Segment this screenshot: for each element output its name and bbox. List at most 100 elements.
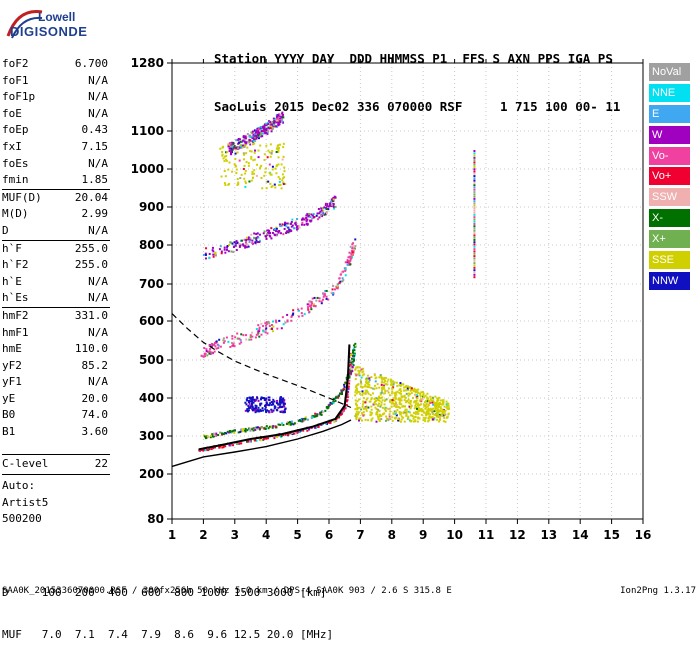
- sse-cloud-0: [354, 366, 450, 423]
- echo-point: [350, 249, 353, 252]
- param-name: h`F2: [2, 258, 29, 272]
- echo-point: [231, 430, 234, 433]
- echo-point: [416, 397, 419, 400]
- echo-point: [234, 336, 237, 339]
- echo-point: [249, 238, 252, 241]
- legend-item-vo: Vo+: [649, 167, 690, 186]
- echo-point: [332, 205, 335, 208]
- echo-point: [379, 393, 382, 396]
- echo-point: [231, 335, 234, 338]
- echo-point: [286, 222, 289, 225]
- echo-point: [422, 394, 425, 397]
- echo-point: [355, 384, 358, 387]
- echo-point: [200, 449, 203, 452]
- echo-point: [400, 418, 403, 421]
- echo-point: [373, 384, 376, 387]
- echo-point: [275, 227, 278, 230]
- echo-point: [273, 123, 276, 126]
- echo-point: [327, 208, 330, 211]
- echo-point: [249, 406, 252, 409]
- echo-point: [293, 422, 296, 425]
- echo-point: [473, 220, 476, 223]
- echo-point: [332, 207, 335, 210]
- echo-point: [365, 379, 368, 382]
- echo-point: [212, 434, 215, 437]
- echo-point: [425, 406, 428, 409]
- echo-point: [306, 306, 309, 309]
- echo-point: [336, 285, 339, 288]
- echo-point: [386, 380, 389, 383]
- echo-point: [271, 168, 274, 171]
- echo-point: [260, 130, 263, 133]
- echo-point: [246, 408, 249, 411]
- echo-point: [266, 229, 269, 232]
- echo-point: [442, 409, 445, 412]
- echo-point: [281, 179, 284, 182]
- echo-point: [325, 206, 328, 209]
- echo-point: [245, 141, 248, 144]
- echo-point: [262, 325, 265, 328]
- echo-point: [409, 389, 412, 392]
- echo-point: [256, 330, 259, 333]
- echo-point: [279, 121, 282, 124]
- echo-point: [359, 379, 362, 382]
- echo-point: [375, 399, 378, 402]
- echo-point: [426, 405, 429, 408]
- echo-point: [438, 401, 441, 404]
- ionogram-plot: 1 2 3 4 5 6 7 8 9 10 11 12 13 14 15 1680200300400500600…: [131, 56, 652, 542]
- echo-point: [264, 328, 267, 331]
- echo-point: [380, 375, 383, 378]
- echo-point: [289, 432, 292, 435]
- echo-point: [252, 159, 255, 162]
- echo-point: [310, 308, 313, 311]
- echo-point: [384, 389, 387, 392]
- echo-point: [223, 160, 226, 163]
- echo-point: [288, 228, 291, 231]
- echo-point: [270, 403, 273, 406]
- echo-point: [253, 409, 256, 412]
- echo-point: [335, 418, 338, 421]
- echo-point: [429, 401, 432, 404]
- echo-point: [403, 389, 406, 392]
- y-tick-label: 400: [139, 391, 164, 405]
- echo-point: [361, 371, 364, 374]
- echo-point: [422, 410, 425, 413]
- echo-point: [263, 427, 266, 430]
- echo-point: [237, 442, 240, 445]
- echo-point: [294, 222, 297, 225]
- echo-point: [323, 294, 326, 297]
- param-value: N/A: [88, 90, 108, 104]
- echo-point: [240, 173, 243, 176]
- echo-point: [253, 398, 256, 401]
- echo-point: [362, 397, 365, 400]
- echo-point: [348, 374, 351, 377]
- echo-point: [238, 242, 241, 245]
- echo-point: [278, 406, 281, 409]
- echo-point: [251, 137, 254, 140]
- echo-point: [407, 410, 410, 413]
- echo-point: [267, 149, 270, 152]
- echo-point: [223, 340, 226, 343]
- echo-point: [365, 405, 368, 408]
- echo-point: [289, 423, 292, 426]
- param-separator: [2, 239, 110, 241]
- echo-point: [443, 413, 446, 416]
- echo-point: [442, 400, 445, 403]
- echo-point: [368, 380, 371, 383]
- echo-point: [314, 304, 317, 307]
- echo-point: [391, 387, 394, 390]
- echo-point: [269, 173, 272, 176]
- echo-point: [367, 392, 370, 395]
- echo-point: [291, 218, 294, 221]
- echo-point: [242, 428, 245, 431]
- echo-point: [307, 308, 310, 311]
- echo-point: [209, 347, 212, 350]
- echo-point: [282, 401, 285, 404]
- echo-point: [239, 145, 242, 148]
- echo-point: [262, 397, 265, 400]
- echo-point: [212, 435, 215, 438]
- echo-point: [398, 401, 401, 404]
- echo-point: [277, 156, 280, 159]
- echo-point: [265, 180, 268, 183]
- echo-point: [252, 136, 255, 139]
